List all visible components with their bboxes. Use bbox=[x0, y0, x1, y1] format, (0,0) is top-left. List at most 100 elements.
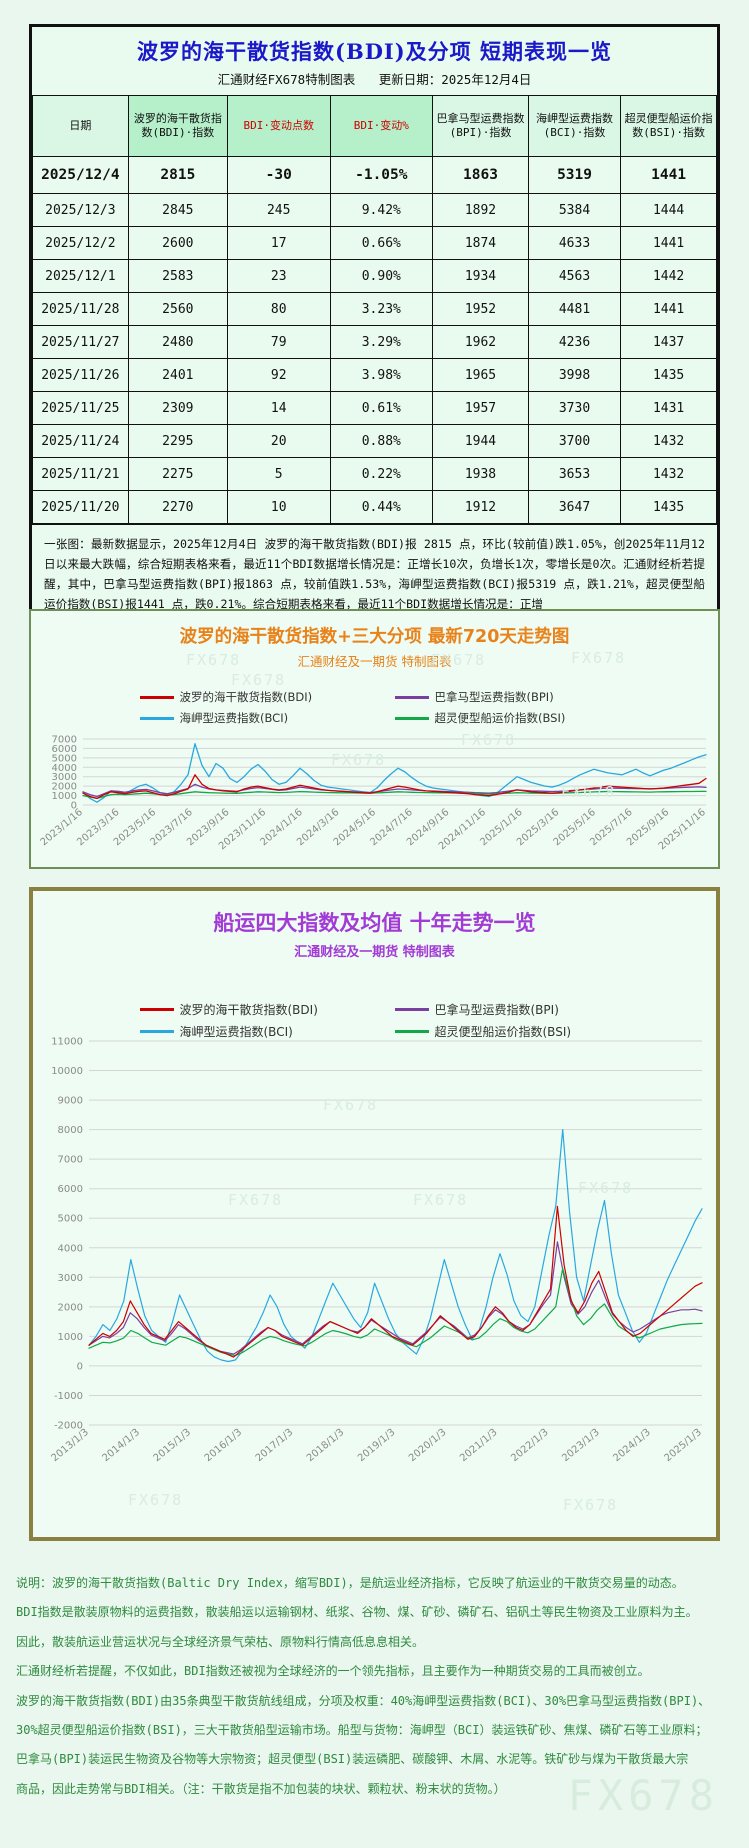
chart-720d-legend: 波罗的海干散货指数(BDI) 巴拿马型运费指数(BPI) 海岬型运费指数(BCI… bbox=[31, 689, 718, 731]
chart-10y-legend: 波罗的海干散货指数(BDI) 巴拿马型运费指数(BPI) 海岬型运费指数(BCI… bbox=[33, 1001, 716, 1045]
legend-swatch-bdi-icon bbox=[139, 695, 174, 699]
cell-date: 2025/12/4 bbox=[32, 156, 129, 194]
cell-bsi: 1435 bbox=[620, 490, 717, 524]
cell-bdi: 2845 bbox=[127, 193, 228, 227]
chart-source-label: 汇通财经FX678特制图表 bbox=[217, 72, 356, 87]
table-body: 2025/12/4 2815 -30 -1.05% 1863 5319 1441 2025/1… bbox=[32, 156, 717, 524]
x-axis-tick: 2015/1/3 bbox=[152, 1427, 193, 1464]
x-axis-tick: 2013/1/3 bbox=[49, 1427, 90, 1464]
cell-bpi: 1934 bbox=[432, 259, 529, 293]
cell-bpi: 1962 bbox=[432, 325, 529, 359]
legend-item-bci: 海岬型运费指数(BCI) bbox=[139, 710, 355, 726]
cell-pct: 0.88% bbox=[329, 424, 434, 458]
series-line-3 bbox=[82, 790, 707, 800]
footer-line: 说明：波罗的海干散货指数(Baltic Dry Index，缩写BDI)，是航运… bbox=[16, 1576, 684, 1590]
col-bci: 海岬型运费指数(BCI)·指数 bbox=[527, 95, 622, 157]
cell-bpi: 1863 bbox=[432, 156, 529, 194]
footer-line: 汇通财经析若提醒，不仅如此，BDI指数还被视为全球经济的一个领先指标，且主要作为… bbox=[16, 1664, 650, 1679]
cell-pct: 0.90% bbox=[329, 259, 434, 293]
legend-label-bpi: 巴拿马型运费指数(BPI) bbox=[434, 690, 554, 704]
y-axis-tick: 0 bbox=[77, 1361, 83, 1372]
cell-pct: 3.23% bbox=[329, 292, 434, 326]
cell-chg: -30 bbox=[226, 156, 331, 194]
cell-date: 2025/11/24 bbox=[32, 424, 129, 458]
cell-bci: 3998 bbox=[527, 358, 622, 392]
cell-chg: 79 bbox=[226, 325, 331, 359]
col-bdi: 波罗的海干散货指数(BDI)·指数 bbox=[127, 95, 228, 157]
cell-bpi: 1874 bbox=[432, 226, 529, 260]
col-bdi-change-points: BDI·变动点数 bbox=[226, 95, 331, 157]
legend-label-bci: 海岬型运费指数(BCI) bbox=[179, 1025, 293, 1039]
footer-line: 30%超灵便型船运价指数(BSI)，三大干散货船型运输市场。船型与货物：海岬型（… bbox=[16, 1722, 708, 1737]
cell-date: 2025/12/2 bbox=[32, 226, 129, 260]
legend-label-bci: 海岬型运费指数(BCI) bbox=[179, 711, 289, 725]
footer-line: 波罗的海干散货指数(BDI)由35条典型干散货航线组成，分项及权重：40%海岬型… bbox=[16, 1693, 711, 1708]
cell-chg: 10 bbox=[226, 490, 331, 524]
cell-chg: 17 bbox=[226, 226, 331, 260]
y-axis-tick: 4000 bbox=[52, 763, 77, 774]
cell-chg: 5 bbox=[226, 457, 331, 491]
cell-bsi: 1435 bbox=[620, 358, 717, 392]
cell-bdi: 2295 bbox=[127, 424, 228, 458]
cell-bpi: 1952 bbox=[432, 292, 529, 326]
cell-date: 2025/11/21 bbox=[32, 457, 129, 491]
legend-row-1: 波罗的海干散货指数(BDI) 巴拿马型运费指数(BPI) bbox=[31, 689, 718, 705]
legend-swatch-bpi-icon bbox=[394, 695, 429, 699]
table-header-row: 日期 波罗的海干散货指数(BDI)·指数 BDI·变动点数 BDI·变动% 巴拿… bbox=[32, 95, 717, 157]
series-line-1 bbox=[88, 1241, 703, 1355]
bdi-data-table: 日期 波罗的海干散货指数(BDI)·指数 BDI·变动点数 BDI·变动% 巴拿… bbox=[32, 95, 717, 524]
cell-bpi: 1965 bbox=[432, 358, 529, 392]
cell-bsi: 1441 bbox=[620, 156, 717, 194]
y-axis-tick: 5000 bbox=[58, 1214, 83, 1225]
cell-date: 2025/11/28 bbox=[32, 292, 129, 326]
footer-description: 说明：波罗的海干散货指数(Baltic Dry Index，缩写BDI)，是航运… bbox=[12, 1549, 749, 1820]
x-axis-tick: 2017/1/3 bbox=[254, 1427, 295, 1464]
cell-chg: 92 bbox=[226, 358, 331, 392]
cell-bci: 4481 bbox=[527, 292, 622, 326]
cell-bci: 4563 bbox=[527, 259, 622, 293]
chart-10y-subtitle: 汇通财经及一期货 特制图表 bbox=[294, 945, 455, 960]
cell-bsi: 1441 bbox=[620, 226, 717, 260]
legend-label-bpi: 巴拿马型运费指数(BPI) bbox=[434, 1003, 559, 1017]
legend-swatch-bpi-icon bbox=[394, 1008, 429, 1011]
cell-bsi: 1437 bbox=[620, 325, 717, 359]
y-axis-tick: 1000 bbox=[58, 1332, 83, 1343]
cell-date: 2025/11/27 bbox=[32, 325, 129, 359]
table-row: 2025/12/1 2583 23 0.90% 1934 4563 1442 bbox=[32, 259, 717, 293]
cell-date: 2025/12/1 bbox=[32, 259, 129, 293]
table-row: 2025/11/24 2295 20 0.88% 1944 3700 1432 bbox=[32, 424, 717, 458]
x-axis-tick: 2016/1/3 bbox=[203, 1427, 244, 1464]
cell-bdi: 2583 bbox=[127, 259, 228, 293]
table-row: 2025/11/20 2270 10 0.44% 1912 3647 1435 bbox=[32, 490, 717, 524]
legend-label-bdi: 波罗的海干散货指数(BDI) bbox=[179, 1003, 318, 1017]
y-axis-tick: 9000 bbox=[58, 1096, 83, 1107]
y-axis-tick: 7000 bbox=[52, 735, 77, 746]
summary-note-line: 跌1.21%，超灵便型船运价指数(BSI)报1441 点，跌0.21%。综合短期… bbox=[44, 576, 705, 611]
cell-chg: 23 bbox=[226, 259, 331, 293]
y-axis-tick: 8000 bbox=[58, 1125, 83, 1136]
footer-line: 商品，因此走势常与BDI相关。（注：干散货是指不加包装的块状、颗粒状、粉末状的货… bbox=[16, 1781, 506, 1796]
update-date-label: 更新日期：2025年12月4日 bbox=[378, 72, 532, 87]
x-axis-tick: 2018/1/3 bbox=[305, 1427, 346, 1464]
y-axis-tick: 3000 bbox=[58, 1273, 83, 1284]
cell-date: 2025/11/25 bbox=[32, 391, 129, 425]
chart-720d-panel: 波罗的海干散货指数+三大分项 最新720天走势图 汇通财经及一期货 特制图表 波… bbox=[29, 609, 720, 869]
cell-date: 2025/11/20 bbox=[32, 490, 129, 524]
legend-swatch-bsi-icon bbox=[394, 716, 429, 720]
legend-label-bsi: 超灵便型船运价指数(BSI) bbox=[434, 1025, 572, 1039]
footer-line: BDI指数是散装原物料的运费指数，散装船运以运输钢材、纸浆、谷物、煤、矿砂、磷矿… bbox=[16, 1605, 698, 1620]
cell-bdi: 2270 bbox=[127, 490, 228, 524]
cell-bsi: 1441 bbox=[620, 292, 717, 326]
cell-chg: 80 bbox=[226, 292, 331, 326]
x-axis-tick: 2022/1/3 bbox=[509, 1427, 550, 1464]
cell-date: 2025/11/26 bbox=[32, 358, 129, 392]
legend-swatch-bci-icon bbox=[139, 1030, 174, 1033]
cell-pct: 0.44% bbox=[329, 490, 434, 524]
cell-bpi: 1944 bbox=[432, 424, 529, 458]
x-axis-tick: 2014/1/3 bbox=[101, 1427, 142, 1464]
cell-bci: 3700 bbox=[527, 424, 622, 458]
y-axis-tick: 7000 bbox=[58, 1155, 83, 1166]
cell-bpi: 1912 bbox=[432, 490, 529, 524]
y-axis-tick: 2000 bbox=[52, 782, 77, 793]
